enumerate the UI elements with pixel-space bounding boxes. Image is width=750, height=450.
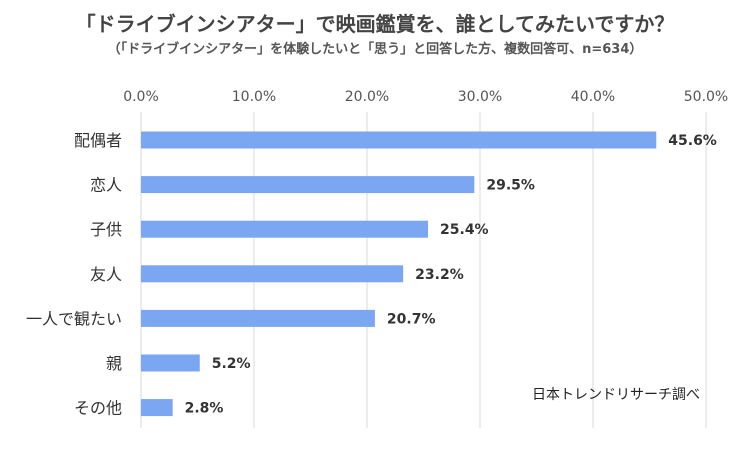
bar — [141, 265, 404, 283]
x-tick-label: 40.0% — [571, 89, 615, 105]
category-label: 一人で観たい — [26, 309, 122, 328]
x-tick-label: 0.0% — [123, 89, 159, 105]
category-label: その他 — [74, 399, 122, 418]
x-tick-label: 20.0% — [345, 89, 389, 105]
category-label: 友人 — [90, 265, 122, 284]
x-tick-label: 50.0% — [684, 89, 728, 105]
value-label: 5.2% — [212, 356, 251, 372]
chart-subtitle: （「ドライブインシアター」を体験したいと「思う」と回答した方、複数回答可、n=6… — [107, 42, 643, 57]
bar — [141, 309, 375, 327]
value-label: 45.6% — [668, 133, 717, 149]
bar — [141, 220, 429, 238]
bar — [141, 399, 173, 417]
x-tick-label: 30.0% — [458, 89, 502, 105]
category-label: 恋人 — [90, 176, 122, 195]
chart-title: 「ドライブインシアター」で映画鑑賞を、誰としてみたいですか？ — [75, 12, 675, 36]
category-label: 配偶者 — [74, 131, 122, 150]
bar — [141, 131, 657, 149]
category-label: 親 — [106, 354, 122, 373]
x-tick-label: 10.0% — [232, 89, 276, 105]
bar — [141, 176, 475, 194]
value-label: 2.8% — [185, 401, 224, 417]
value-label: 25.4% — [440, 222, 489, 238]
value-label: 23.2% — [415, 267, 464, 283]
category-label: 子供 — [90, 220, 122, 239]
value-label: 29.5% — [486, 178, 535, 194]
bar — [141, 354, 200, 372]
source-note: 日本トレンドリサーチ調べ — [532, 387, 700, 403]
value-label: 20.7% — [387, 311, 436, 327]
